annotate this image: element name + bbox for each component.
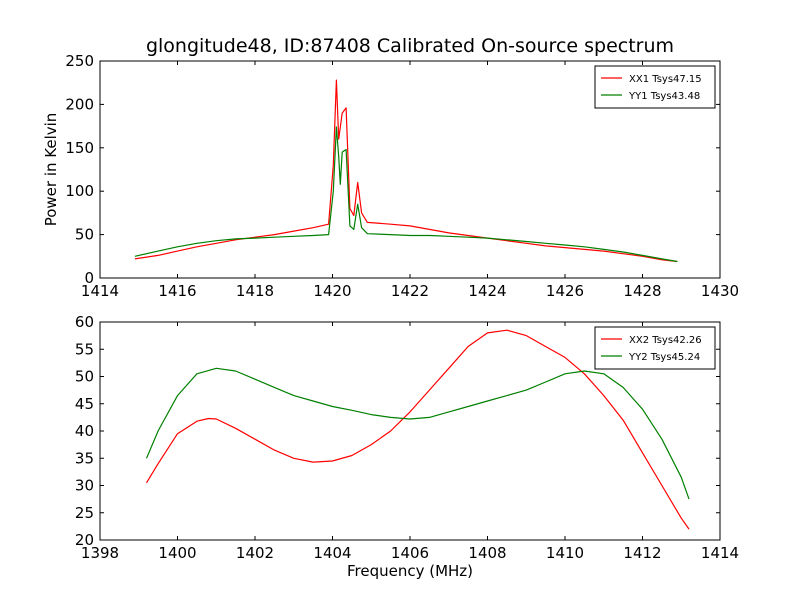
chart-title: glongitude48, ID:87408 Calibrated On-sou… [146,35,674,57]
top-x-tick-label: 1428 [623,282,661,300]
bottom-x-tick-label: 1404 [313,544,351,562]
bottom-y-tick-label: 45 [75,395,94,413]
top-y-tick-label: 200 [65,95,94,113]
bottom-legend: XX2 Tsys42.26 YY2 Tsys45.24 [594,326,716,370]
bottom-y-tick-label: 30 [75,477,94,495]
bottom-y-tick-label: 40 [75,422,94,440]
top-y-axis-label: Power in Kelvin [42,113,60,227]
top-legend-label-2: YY1 Tsys43.48 [628,91,700,102]
top-y-tick-label: 50 [75,226,94,244]
bottom-y-tick-label: 55 [75,340,94,358]
top-y-tick-label: 100 [65,182,94,200]
top-x-tick-label: 1424 [468,282,506,300]
top-legend: XX1 Tsys47.15 YY1 Tsys43.48 [594,65,716,109]
top-panel: 1414 1416 1418 1420 1422 1424 1426 1428 1430 0 50 1… [42,52,739,300]
bottom-x-tick-label: 1406 [391,544,429,562]
bottom-x-tick-label: 1410 [546,544,584,562]
bottom-legend-label-1: XX2 Tsys42.26 [629,335,702,346]
bottom-y-tick-label: 50 [75,368,94,386]
top-series-line-1 [134,79,678,263]
top-y-tick-label: 250 [65,52,94,70]
top-series-line-2 [134,126,678,263]
top-y-tick-label: 0 [84,269,94,287]
top-x-tick-label: 1426 [546,282,584,300]
bottom-y-tick-label: 60 [75,313,94,331]
bottom-series-line-2 [145,367,690,500]
bottom-panel: 1398 1400 1402 1404 1406 1408 1410 1412 1414 20 25… [75,313,739,580]
bottom-y-tick-label: 35 [75,449,94,467]
top-x-tick-label: 1418 [236,282,274,300]
top-x-tick-label: 1414 [81,282,119,300]
top-x-tick-label: 1416 [158,282,196,300]
bottom-series-line-1 [145,329,690,530]
top-y-tick-label: 150 [65,139,94,157]
bottom-x-tick-label: 1414 [701,544,739,562]
bottom-legend-box [594,326,716,370]
top-legend-label-1: XX1 Tsys47.15 [629,74,702,85]
bottom-y-tick-label: 20 [75,531,94,549]
top-x-tick-label: 1422 [391,282,429,300]
top-x-tick-label: 1420 [313,282,351,300]
bottom-x-tick-label: 1408 [468,544,506,562]
bottom-x-tick-label: 1398 [81,544,119,562]
bottom-x-tick-label: 1402 [236,544,274,562]
bottom-x-axis-label: Frequency (MHz) [347,562,473,580]
bottom-legend-label-2: YY2 Tsys45.24 [628,352,700,363]
bottom-x-tick-label: 1412 [623,544,661,562]
bottom-y-tick-label: 25 [75,504,94,522]
bottom-x-tick-label: 1400 [158,544,196,562]
top-legend-box [594,65,716,109]
top-x-tick-label: 1430 [701,282,739,300]
